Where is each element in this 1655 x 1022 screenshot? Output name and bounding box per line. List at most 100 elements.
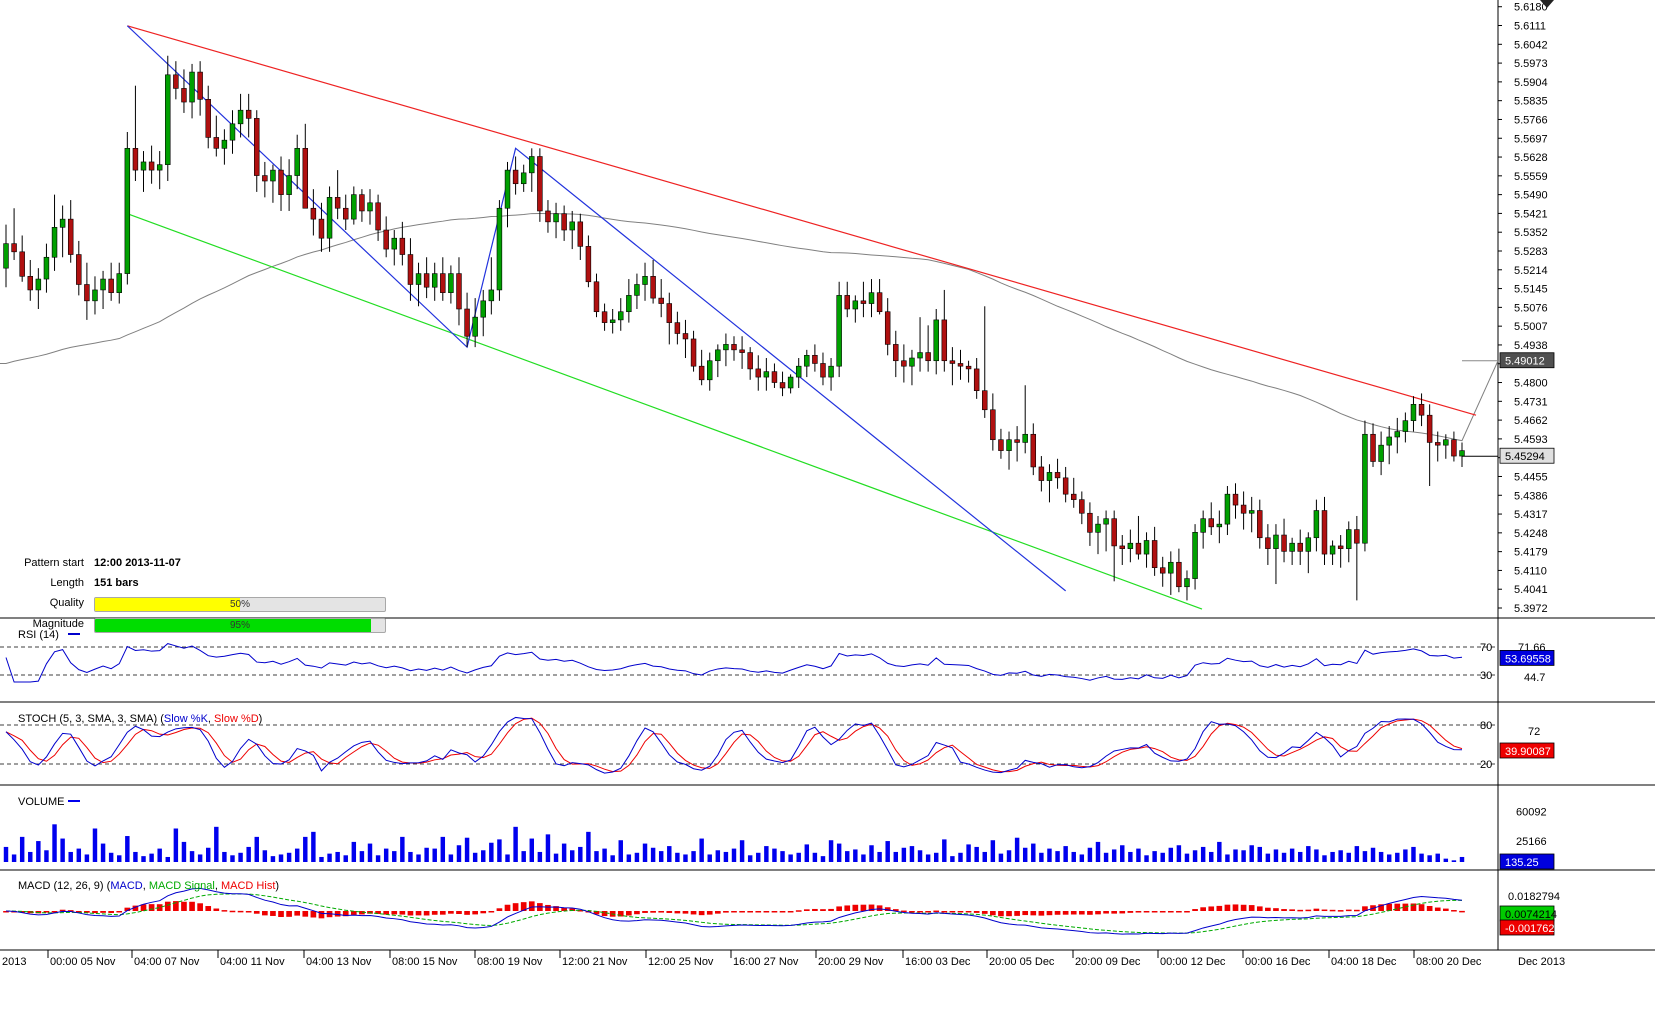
volume-title: VOLUME bbox=[18, 796, 64, 808]
price-tick-label: 5.5076 bbox=[1514, 302, 1548, 314]
pattern-magnitude-row: Magnitude 95% bbox=[0, 616, 400, 634]
time-tick-label: 20:00 05 Dec bbox=[989, 956, 1055, 968]
volume-bar bbox=[1225, 854, 1230, 862]
volume-bar bbox=[1120, 845, 1125, 862]
candle-body bbox=[1451, 439, 1457, 457]
candle-body bbox=[173, 74, 179, 89]
volume-bar bbox=[715, 850, 721, 862]
volume-bar bbox=[141, 856, 146, 862]
macd-hist-bar bbox=[1046, 911, 1053, 916]
quality-bar: 50% bbox=[94, 597, 386, 612]
macd-hist-bar bbox=[820, 909, 826, 911]
macd-hist-bar bbox=[19, 911, 26, 913]
macd-hist-bar bbox=[1022, 911, 1029, 916]
volume-bar bbox=[667, 846, 672, 862]
time-tick-label: 00:00 16 Dec bbox=[1245, 956, 1311, 968]
candle-body bbox=[909, 357, 915, 367]
candle-body bbox=[1192, 532, 1198, 579]
candle-body bbox=[876, 292, 883, 313]
candle-body bbox=[836, 295, 842, 367]
candle-body bbox=[1346, 529, 1352, 549]
macd-hist-bar bbox=[1111, 911, 1118, 914]
rsi-line bbox=[5, 643, 1463, 683]
candle-body bbox=[618, 311, 624, 321]
volume-bar bbox=[76, 848, 82, 862]
price-tick-label: 5.5421 bbox=[1514, 208, 1548, 220]
rsi-value-label-box bbox=[1499, 650, 1555, 666]
candle-body bbox=[165, 74, 171, 165]
macd-hist-bar bbox=[836, 906, 842, 911]
candle-body bbox=[512, 169, 519, 185]
macd-hist-bar bbox=[1305, 909, 1312, 912]
pattern-length-label: Length bbox=[50, 577, 84, 589]
stoch-value-label-box bbox=[1499, 742, 1555, 759]
candle-body bbox=[1046, 472, 1053, 481]
macd-hist-bar bbox=[520, 902, 527, 911]
candle-body bbox=[488, 289, 495, 302]
macd-hist-bar bbox=[156, 904, 163, 911]
macd-hist-bar bbox=[1362, 906, 1368, 911]
macd-hist-bar bbox=[901, 910, 907, 913]
price-tick-label: 5.5145 bbox=[1514, 284, 1548, 296]
candle-body bbox=[698, 365, 705, 381]
candle-body bbox=[423, 273, 430, 288]
volume-bar bbox=[537, 851, 543, 862]
macd-hist-bar bbox=[1103, 911, 1109, 914]
macd-hist-bar bbox=[723, 911, 729, 913]
rsi-title: RSI (14) bbox=[18, 629, 59, 641]
candle-body bbox=[245, 109, 252, 119]
pattern-length-row: Length 151 bars bbox=[0, 575, 400, 593]
macd-hist-bar bbox=[472, 911, 478, 915]
candle-body bbox=[1030, 433, 1037, 468]
scroll-marker-icon[interactable] bbox=[1540, 0, 1554, 8]
candle-body bbox=[844, 295, 850, 310]
candle-body bbox=[431, 273, 438, 288]
macd-hist-bar bbox=[860, 904, 867, 911]
price-tick-label: 5.4317 bbox=[1514, 509, 1548, 521]
candle-body bbox=[707, 360, 713, 381]
time-tick-label: 04:00 07 Nov bbox=[134, 956, 200, 968]
price-tick-label: 5.5559 bbox=[1514, 171, 1548, 183]
candle-body bbox=[690, 338, 697, 367]
macd-hist-bar bbox=[496, 908, 503, 911]
volume-bar bbox=[634, 852, 640, 862]
volume-bar bbox=[1144, 855, 1149, 862]
macd-hist-bar bbox=[642, 911, 648, 913]
volume-bar bbox=[1411, 846, 1416, 862]
volume-value-label: 135.25 bbox=[1505, 857, 1539, 869]
volume-bar bbox=[205, 847, 211, 862]
volume-bar bbox=[165, 856, 171, 862]
candle-body bbox=[140, 161, 147, 171]
candle-body bbox=[642, 276, 648, 285]
price-tick-label: 5.4110 bbox=[1514, 565, 1547, 577]
price-tick-label: 5.5007 bbox=[1514, 321, 1548, 333]
volume-bar bbox=[319, 856, 324, 862]
time-tick-label: 20:00 29 Nov bbox=[818, 956, 884, 968]
candle-body bbox=[1337, 545, 1344, 549]
time-tick-label: 12:00 25 Nov bbox=[648, 956, 714, 968]
volume-bar bbox=[586, 831, 591, 862]
volume-bar bbox=[1168, 847, 1174, 862]
volume-bar bbox=[966, 844, 971, 862]
macd-hist-bar bbox=[965, 911, 972, 913]
macd-hist-bar bbox=[359, 911, 365, 915]
volume-bar bbox=[44, 850, 49, 862]
macd-line bbox=[5, 887, 1463, 935]
volume-bar bbox=[1006, 850, 1012, 862]
pattern-start-row: Pattern start 12:00 2013-11-07 bbox=[0, 555, 400, 573]
candle-body bbox=[666, 303, 673, 323]
macd-hist-bar bbox=[342, 911, 349, 917]
last-price-label-box bbox=[1499, 447, 1555, 464]
candle-body bbox=[771, 371, 778, 383]
candle-body bbox=[1062, 477, 1069, 495]
candle-body bbox=[569, 221, 575, 231]
macd-hist-bar bbox=[812, 908, 818, 911]
price-tick-label: 5.4800 bbox=[1514, 378, 1548, 390]
macd-hist-bar bbox=[1208, 906, 1215, 911]
macd-hist-bar bbox=[1354, 909, 1360, 912]
volume-bar bbox=[578, 846, 583, 862]
price-tick-label: 5.4179 bbox=[1514, 547, 1548, 559]
macd-hist-bar bbox=[350, 911, 357, 915]
volume-bar bbox=[84, 854, 90, 862]
